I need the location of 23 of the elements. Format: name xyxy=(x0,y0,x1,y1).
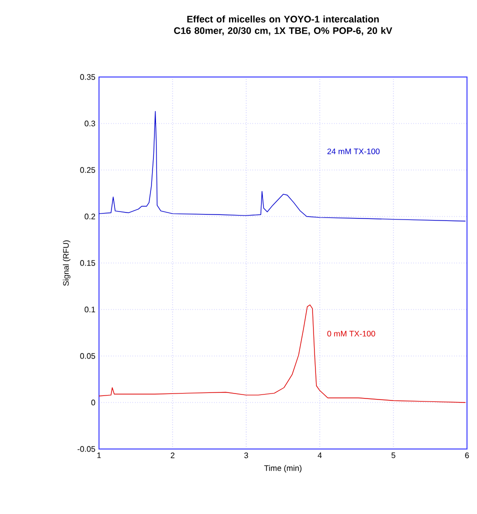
x-axis-title: Time (min) xyxy=(264,465,302,473)
y-tick-label: 0.3 xyxy=(84,120,96,126)
y-tick-label: 0.2 xyxy=(84,214,96,220)
x-tick-label: 3 xyxy=(244,452,248,458)
x-tick-label: 5 xyxy=(391,452,396,458)
y-axis-title: Signal (RFU) xyxy=(62,240,70,286)
chart-title: Effect of micelles on YOYO-1 intercalation xyxy=(187,16,379,23)
chart-subtitle: C16 80mer, 20/30 cm, 1X TBE, O% POP-6, 20 kV xyxy=(174,27,392,36)
line-series xyxy=(98,304,466,403)
y-tick-label: 0.1 xyxy=(84,306,96,312)
y-tick-label: 0 xyxy=(91,400,96,406)
y-tick-label: -0.05 xyxy=(78,446,96,452)
text: 24 mM TX-100 xyxy=(327,148,380,154)
y-tick-label: 0.35 xyxy=(80,74,96,80)
y-tick-label: 0.25 xyxy=(80,167,96,173)
x-tick-label: 6 xyxy=(465,452,469,458)
y-tick-label: 0.15 xyxy=(80,260,96,266)
x-tick-label: 1 xyxy=(97,452,101,458)
y-tick-label: 0.05 xyxy=(80,353,96,359)
series-label: 0 mM TX-100 xyxy=(327,330,376,337)
x-tick-label: 2 xyxy=(170,452,174,458)
x-tick-label: 4 xyxy=(318,452,322,458)
line-series xyxy=(98,111,466,222)
